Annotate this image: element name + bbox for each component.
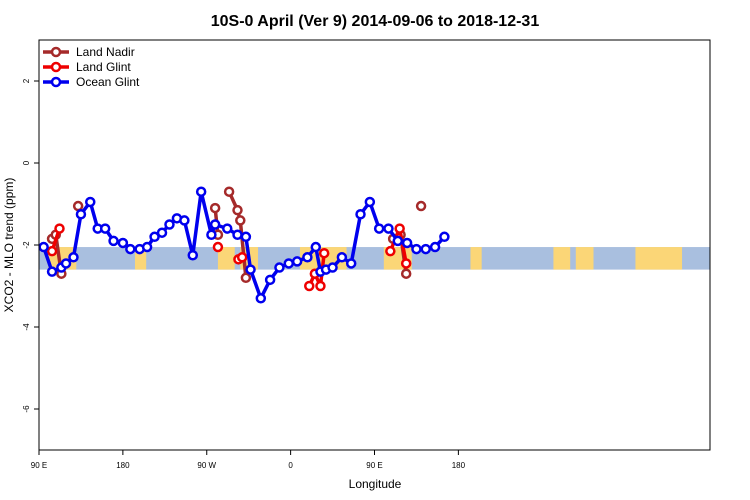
data-point [411,243,422,255]
y-tick-label: 2 [22,78,31,83]
data-point [85,196,96,208]
series-line [227,190,248,278]
x-tick-label: 90 W [197,461,216,470]
data-point [245,264,256,275]
data-point [223,186,235,197]
land-band [470,247,482,270]
data-point [264,274,276,286]
data-point [212,241,224,253]
data-point [46,266,58,277]
legend-label: Land Glint [76,60,131,74]
legend-marker [50,46,62,58]
y-tick-label: 0 [22,160,31,165]
data-point [232,204,243,216]
data-point [209,202,221,214]
data-point [415,200,427,212]
data-point [401,237,413,249]
data-point [429,241,441,253]
data-point [439,231,450,243]
data-point [149,231,160,243]
data-point [373,223,385,234]
data-point [235,215,246,226]
chart-title: 10S-0 April (Ver 9) 2014-09-06 to 2018-1… [211,13,540,30]
legend-label: Land Nadir [76,45,135,59]
data-point [304,280,315,292]
data-point [327,262,338,273]
data-point [209,219,221,230]
data-point [240,231,252,243]
legend-label: Ocean Glint [76,75,140,89]
data-point [383,223,394,234]
land-band [134,247,147,270]
data-point [141,241,153,253]
series-layer [38,186,450,304]
x-tick-label: 180 [116,461,130,470]
ocean-band [39,247,710,270]
data-point [222,223,233,234]
legend-marker [50,76,62,88]
series-ocean-glint [38,186,450,304]
y-axis-label: XCO2 - MLO trend (ppm) [2,178,16,313]
data-point [302,252,313,263]
data-point [315,280,326,292]
data-point [108,235,119,247]
y-tick-label: -2 [22,241,31,249]
data-point [364,196,376,208]
data-point [420,243,432,255]
land-band [553,247,571,270]
data-point [195,186,207,197]
data-point [68,252,79,263]
data-point [392,235,404,247]
data-point [345,258,357,269]
data-point [400,268,412,279]
legend-marker [50,61,62,73]
data-point [206,229,217,240]
data-point [336,252,348,263]
data-point [355,209,366,220]
data-point [385,245,396,257]
data-point [187,250,199,261]
y-tick-label: -4 [22,323,31,331]
data-point [99,223,111,234]
data-point [394,223,405,234]
x-tick-label: 0 [288,461,293,470]
y-tick-label: -6 [22,405,31,413]
data-point [179,215,190,226]
land-band [575,247,594,270]
data-point [283,258,295,269]
data-point [60,258,72,269]
data-point [156,227,168,238]
data-point [46,245,58,257]
data-point [38,241,49,253]
data-point [310,241,322,253]
data-point [75,209,87,220]
data-point [236,252,248,263]
land-band [217,247,235,270]
data-point [274,262,285,273]
data-point [400,258,412,269]
data-point [164,219,175,230]
data-point [240,272,252,284]
x-tick-label: 90 E [31,461,47,470]
data-point [255,293,267,304]
x-tick-label: 90 E [366,461,382,470]
data-point [125,243,136,255]
data-point [232,229,243,240]
data-point [72,200,84,212]
data-point [291,256,303,267]
land-band [635,247,683,270]
data-point [318,247,330,259]
x-tick-label: 180 [452,461,466,470]
data-point [117,237,129,249]
data-point [54,223,65,234]
axes: 90 E 180 90 W 0 90 E 180 2 0 -2 -4 -6 [22,78,466,470]
x-axis-label: Longitude [349,477,402,491]
